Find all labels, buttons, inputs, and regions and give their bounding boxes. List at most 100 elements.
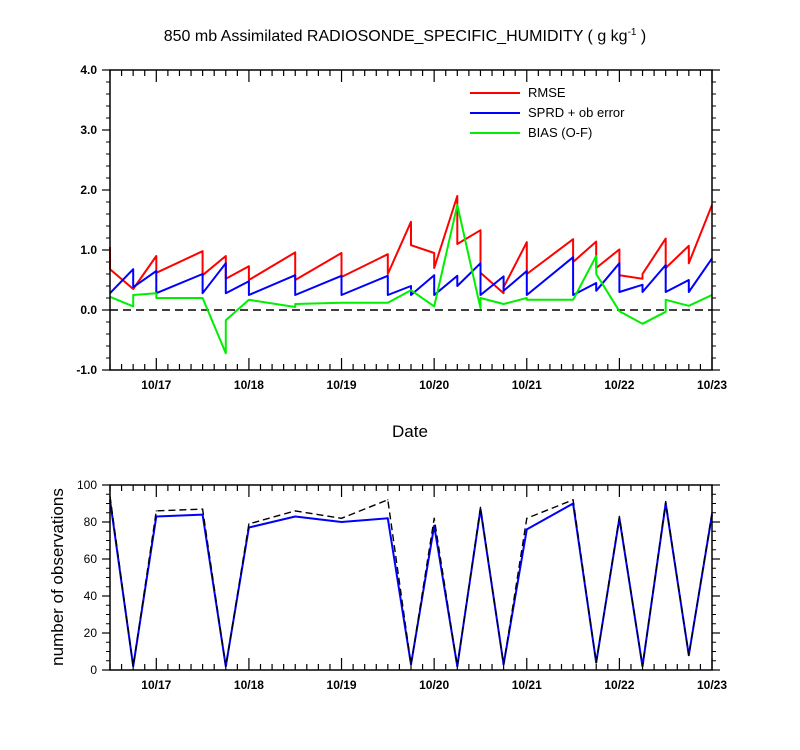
data-point-rmse (641, 273, 644, 275)
data-point-bias (572, 299, 574, 301)
data-point-sprd (248, 294, 250, 296)
data-point-bias (595, 255, 597, 257)
data-point-bias (225, 319, 227, 321)
y-tick-label: 60 (84, 552, 98, 566)
data-point-possible (387, 499, 389, 501)
x-axis-title: Date (392, 422, 428, 441)
data-point-sprd (572, 256, 574, 258)
data-point-sprd (572, 294, 574, 296)
data-point-rmse (688, 262, 690, 264)
data-point-possible (410, 663, 412, 666)
series-line-rmse (109, 195, 713, 295)
data-point-possible (340, 517, 343, 519)
y-tick-label: 100 (77, 478, 97, 492)
data-point-used (294, 515, 296, 518)
data-point-possible (479, 506, 482, 508)
data-point-sprd (618, 291, 620, 293)
data-point-bias (456, 204, 458, 206)
y-axis-title-bottom: number of observations (48, 488, 67, 666)
data-point-possible (641, 665, 644, 667)
chart-title-superscript: -1 (628, 27, 637, 38)
data-point-sprd (248, 280, 250, 282)
data-point-sprd (225, 292, 227, 294)
bottom-panel: number of observations 10/17 10/18 10/19 10… (48, 478, 727, 692)
x-tick-label: 10/20 (419, 678, 449, 692)
data-point-rmse (294, 251, 296, 253)
data-point-rmse (641, 278, 644, 280)
data-point-sprd (595, 282, 597, 284)
chart-title-text: 850 mb Assimilated RADIOSONDE_SPECIFIC_H… (164, 28, 628, 45)
data-point-bias (665, 311, 667, 313)
legend-label-bias: BIAS (O-F) (528, 125, 592, 140)
data-point-possible (433, 517, 435, 519)
data-point-possible (688, 654, 690, 656)
data-point-bias (155, 292, 157, 294)
data-point-rmse (503, 292, 505, 294)
y-tick-label: 40 (84, 589, 98, 603)
x-tick-label: 10/18 (234, 678, 264, 692)
bottom-plot-area (109, 495, 713, 668)
data-point-sprd (641, 284, 644, 286)
data-point-sprd (202, 292, 204, 294)
data-point-sprd (479, 294, 482, 296)
data-point-sprd (410, 285, 412, 287)
data-point-bias (202, 297, 204, 299)
series-line-used (109, 499, 713, 668)
data-point-sprd (433, 274, 435, 276)
data-point-sprd (456, 285, 458, 287)
data-point-sprd (688, 291, 690, 293)
x-tick-label: 10/17 (141, 678, 171, 692)
data-point-rmse (618, 248, 620, 250)
data-point-sprd (225, 262, 227, 264)
data-point-used (340, 521, 343, 523)
x-tick-label: 10/22 (604, 378, 634, 392)
data-point-rmse (387, 253, 389, 255)
data-point-sprd (503, 290, 505, 292)
data-point-rmse (155, 255, 157, 257)
data-point-possible (526, 517, 528, 519)
data-point-sprd (665, 264, 667, 266)
y-tick-label: 0.0 (80, 303, 97, 317)
data-point-sprd (595, 290, 597, 292)
data-point-rmse (479, 229, 482, 231)
data-point-sprd (294, 294, 296, 296)
data-point-rmse (410, 221, 412, 223)
data-point-bias (294, 306, 296, 308)
y-tick-label: 4.0 (80, 63, 97, 77)
data-point-sprd (688, 279, 690, 281)
data-point-rmse (433, 267, 435, 269)
x-tick-label: 10/19 (327, 678, 357, 692)
data-point-possible (202, 508, 204, 510)
series-line-bias (109, 204, 713, 355)
data-point-sprd (526, 270, 528, 272)
data-point-bias (595, 273, 597, 275)
x-tick-label: 10/20 (419, 378, 449, 392)
top-axis-ticks: 10/17 10/18 10/19 10/20 10/21 10/22 10/23 -1.0 0… (76, 63, 727, 392)
series-line-sprd (109, 256, 713, 296)
x-tick-label: 10/18 (234, 378, 264, 392)
data-point-possible (503, 663, 505, 666)
data-point-bias (641, 323, 644, 325)
data-point-rmse (572, 238, 574, 240)
data-point-bias (225, 352, 227, 354)
data-point-possible (572, 499, 574, 501)
top-plot-frame (109, 69, 713, 371)
top-panel: 850 mb Assimilated RADIOSONDE_SPECIFIC_H… (76, 27, 727, 441)
data-point-rmse (248, 265, 250, 267)
data-point-possible (595, 662, 597, 664)
data-point-possible (155, 510, 157, 512)
data-point-possible (225, 665, 227, 667)
data-point-bias (340, 302, 343, 304)
x-tick-label: 10/22 (604, 678, 634, 692)
data-point-possible (665, 501, 667, 503)
data-point-bias (688, 305, 690, 307)
data-point-rmse (410, 244, 412, 246)
data-point-rmse (665, 238, 667, 240)
legend-label-rmse: RMSE (528, 85, 566, 100)
chart-title: 850 mb Assimilated RADIOSONDE_SPECIFIC_H… (164, 27, 647, 45)
series-line-possible (109, 496, 713, 667)
data-point-bias (132, 294, 134, 296)
y-tick-label: 3.0 (80, 123, 97, 137)
data-point-sprd (155, 270, 157, 272)
